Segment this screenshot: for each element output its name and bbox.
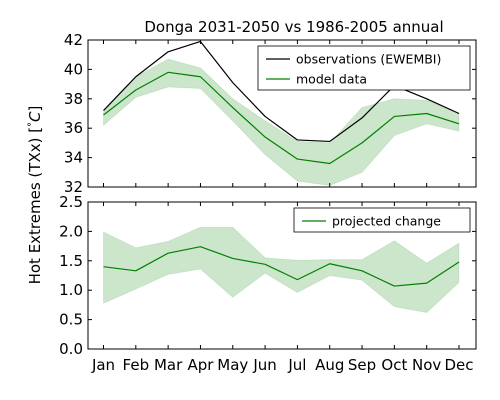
bottom-ytick-label-1: 0.5 xyxy=(59,311,83,329)
x-tick-label-Sep: Sep xyxy=(348,356,376,374)
y-axis-label: Hot Extremes (TXx) [°C] xyxy=(26,106,44,285)
x-tick-label-Jan: Jan xyxy=(91,356,115,374)
top-legend-box xyxy=(257,45,471,91)
bottom-ytick-label-0: 0.0 xyxy=(59,340,83,358)
top-ytick-label-5: 42 xyxy=(64,31,83,49)
y-axis-label-degree: ° xyxy=(27,122,38,127)
bottom-ytick-label-4: 2.0 xyxy=(59,222,83,240)
x-tick-labels: Jan Feb Mar Apr May Jun Jul Aug Sep Oct Nov Dec xyxy=(91,356,474,374)
top-legend-label-0: observations (EWEMBI) xyxy=(296,52,441,67)
x-tick-label-Oct: Oct xyxy=(381,356,407,374)
chart-title: Donga 2031-2050 vs 1986-2005 annual xyxy=(144,18,443,36)
top-ytick-label-1: 34 xyxy=(64,149,83,167)
bottom-ytick-label-3: 1.5 xyxy=(59,252,83,270)
top-ytick-label-2: 36 xyxy=(64,119,83,137)
x-tick-label-May: May xyxy=(217,356,248,374)
x-tick-label-Aug: Aug xyxy=(315,356,344,374)
bottom-ytick-label-2: 1.0 xyxy=(59,281,83,299)
top-axes-frame xyxy=(87,39,477,188)
x-tick-label-Nov: Nov xyxy=(412,356,441,374)
top-legend: observations (EWEMBI) model data xyxy=(257,45,471,91)
top-ytick-label-0: 32 xyxy=(64,178,83,196)
x-tick-label-Jun: Jun xyxy=(252,356,276,374)
bottom-axes-frame xyxy=(87,201,477,350)
x-tick-label-Feb: Feb xyxy=(123,356,150,374)
x-tick-label-Mar: Mar xyxy=(154,356,183,374)
y-axis-label-main: Hot Extremes (TXx) [ xyxy=(26,127,44,284)
top-ytick-label-3: 38 xyxy=(64,90,83,108)
x-tick-label-Dec: Dec xyxy=(444,356,473,374)
x-tick-label-Jul: Jul xyxy=(287,356,306,374)
y-axis-label-unit: C xyxy=(26,111,44,122)
top-ytick-label-4: 40 xyxy=(64,60,83,78)
y-axis-label-close: ] xyxy=(26,106,44,112)
bottom-panel: 0.0 0.5 1.0 1.5 2.0 2.5 projected change xyxy=(59,193,477,358)
top-legend-label-1: model data xyxy=(296,72,367,87)
bottom-legend-label-0: projected change xyxy=(332,214,441,229)
top-uncertainty-band xyxy=(103,58,460,187)
x-tick-label-Apr: Apr xyxy=(187,356,214,374)
top-panel: 32 34 36 38 40 42 observations (EWEMBI) model d… xyxy=(64,31,477,196)
bottom-legend: projected change xyxy=(293,207,471,233)
bottom-legend-box xyxy=(293,207,471,233)
top-series-line-1 xyxy=(103,71,460,165)
bottom-ytick-label-5: 2.5 xyxy=(59,193,83,211)
bottom-series-line-0 xyxy=(103,246,460,287)
